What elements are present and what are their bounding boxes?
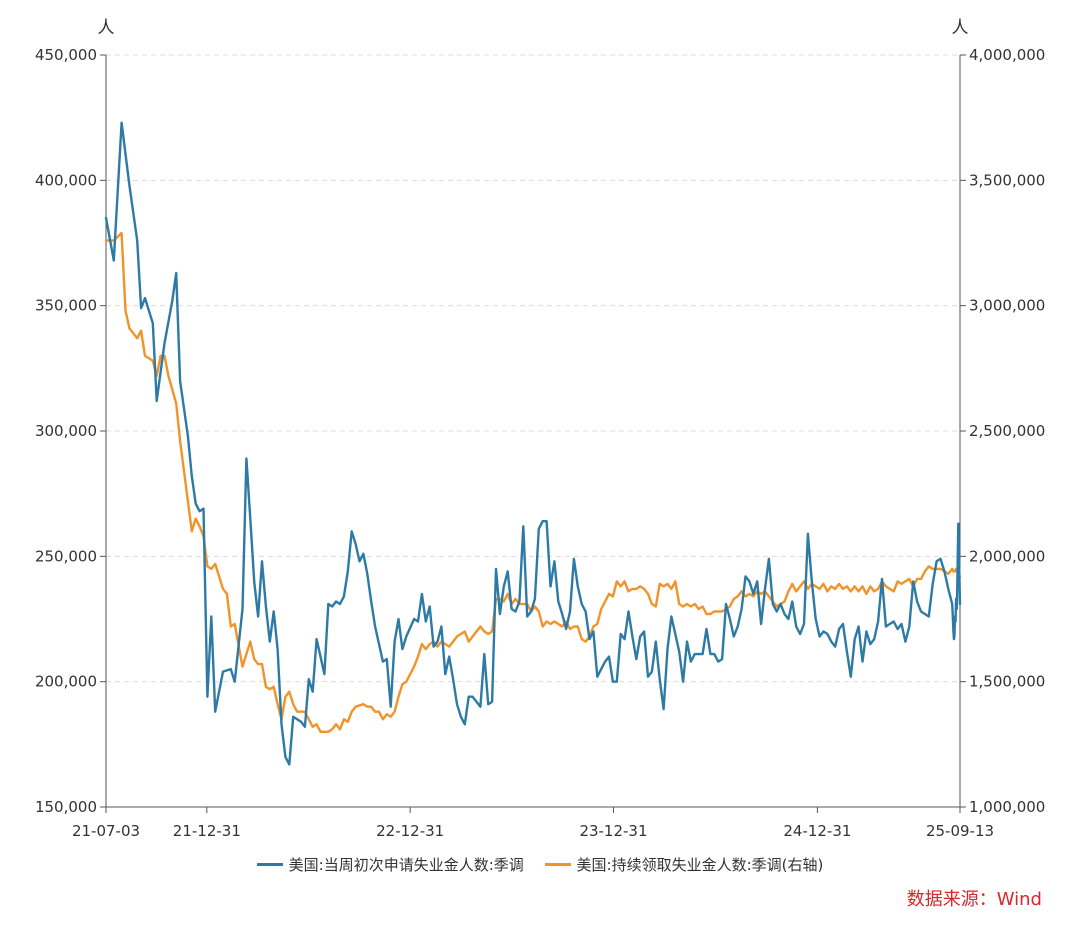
right-tick-label: 2,000,000 <box>969 547 1045 565</box>
gridlines <box>106 54 960 683</box>
data-source-note: 数据来源：Wind <box>906 889 1042 910</box>
right-tick-label: 3,000,000 <box>969 297 1045 315</box>
right-tick-label: 3,500,000 <box>969 171 1045 189</box>
legend-swatch-continuing-claims <box>544 863 571 866</box>
left-tick-label: 350,000 <box>35 297 97 315</box>
x-tick-label: 21-12-31 <box>173 822 241 840</box>
left-tick-label: 200,000 <box>35 673 97 691</box>
right-tick-label: 4,000,000 <box>969 46 1045 64</box>
series-line-continuing-claims <box>104 231 962 733</box>
x-tick-label: 25-09-13 <box>926 822 994 840</box>
legend-item-continuing-claims[interactable]: 美国:持续领取失业金人数:季调(右轴) <box>544 854 824 875</box>
legend-label-initial-claims: 美国:当周初次申请失业金人数:季调 <box>288 856 524 874</box>
legend-swatch-initial-claims <box>256 863 283 866</box>
left-tick-label: 450,000 <box>35 46 97 64</box>
right-tick-label: 1,000,000 <box>969 798 1045 816</box>
left-tick-label: 250,000 <box>35 547 97 565</box>
left-tick-label: 400,000 <box>35 171 97 189</box>
left-axis-unit: 人 <box>98 18 115 38</box>
series-lines <box>104 121 962 766</box>
right-tick-label: 2,500,000 <box>969 422 1045 440</box>
legend: 美国:当周初次申请失业金人数:季调 美国:持续领取失业金人数:季调(右轴) <box>0 852 1080 875</box>
tick-labels: 450,000 4,000,000 400,000 3,500,000 350,000 3… <box>35 46 1045 840</box>
left-tick-label: 300,000 <box>35 422 97 440</box>
x-tick-label: 23-12-31 <box>579 822 647 840</box>
series-line-initial-claims <box>104 121 962 766</box>
right-tick-label: 1,500,000 <box>969 673 1045 691</box>
right-axis-unit: 人 <box>952 18 969 38</box>
legend-item-initial-claims[interactable]: 美国:当周初次申请失业金人数:季调 <box>256 854 524 875</box>
x-tick-label: 21-07-03 <box>72 822 140 840</box>
x-tick-label: 22-12-31 <box>376 822 444 840</box>
legend-label-continuing-claims: 美国:持续领取失业金人数:季调(右轴) <box>576 856 824 874</box>
axes: 人 人 <box>98 18 969 808</box>
left-tick-label: 150,000 <box>35 798 97 816</box>
x-tick-label: 24-12-31 <box>783 822 851 840</box>
